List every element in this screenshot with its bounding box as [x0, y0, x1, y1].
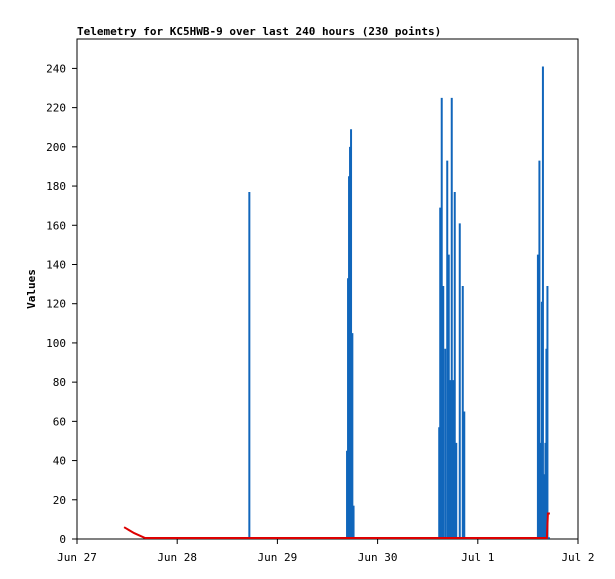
y-tick-label: 0 — [59, 533, 66, 546]
x-tick-label: Jul 1 — [461, 551, 494, 564]
y-tick-label: 80 — [53, 376, 66, 389]
y-tick-label: 140 — [46, 258, 66, 271]
y-tick-label: 160 — [46, 219, 66, 232]
y-tick-label: 40 — [53, 455, 66, 468]
y-tick-label: 120 — [46, 298, 66, 311]
y-tick-label: 60 — [53, 415, 66, 428]
x-tick-label: Jun 28 — [157, 551, 197, 564]
y-axis-label: Values — [25, 269, 38, 309]
y-tick-label: 20 — [53, 494, 66, 507]
x-tick-label: Jun 27 — [57, 551, 97, 564]
y-tick-label: 220 — [46, 102, 66, 115]
series-line — [123, 512, 550, 539]
y-tick-label: 180 — [46, 180, 66, 193]
x-axis: Jun 27 Jun 28 Jun 29 Jun 30 Jul 1 Jul 2 — [57, 539, 595, 564]
y-tick-label: 240 — [46, 62, 66, 75]
data-series — [123, 66, 550, 539]
chart-title: Telemetry for KC5HWB-9 over last 240 hou… — [77, 25, 441, 38]
x-tick-label: Jun 29 — [258, 551, 298, 564]
plot-frame — [76, 38, 579, 540]
y-tick-label: 100 — [46, 337, 66, 350]
y-tick-label: 200 — [46, 141, 66, 154]
y-axis: 0 20 40 60 80 100 120 140 160 180 200 220 240 — [46, 62, 77, 546]
x-tick-label: Jul 2 — [561, 551, 594, 564]
x-tick-label: Jun 30 — [358, 551, 398, 564]
